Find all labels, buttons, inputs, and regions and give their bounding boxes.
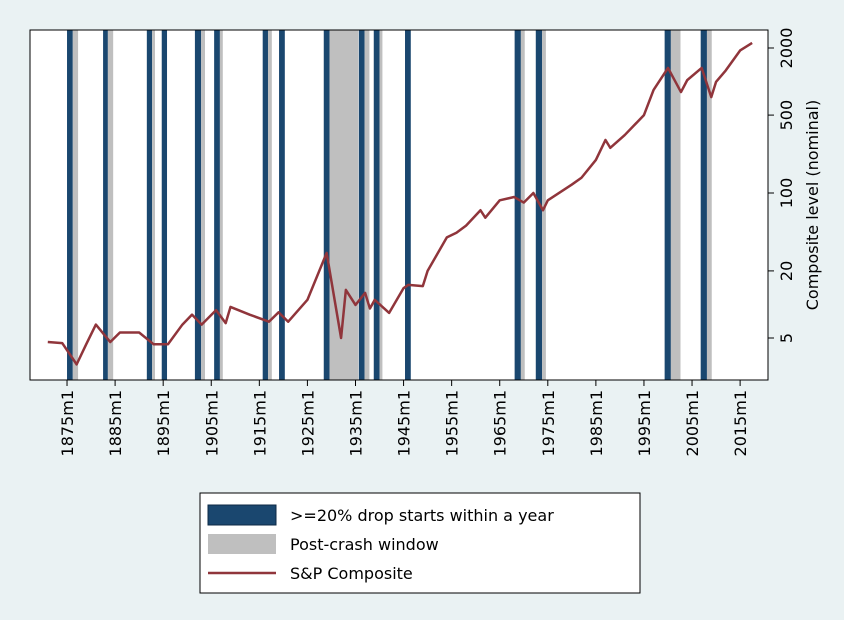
band <box>72 30 79 380</box>
x-tick-label: 1885m1 <box>106 390 125 456</box>
y-tick-label: 2000 <box>777 28 796 69</box>
x-tick-label: 1875m1 <box>58 390 77 456</box>
band <box>520 30 525 380</box>
band <box>214 30 220 380</box>
line <box>47 41 753 366</box>
band <box>358 30 365 380</box>
x-tick-label: 1895m1 <box>154 390 173 456</box>
x-tick-label: 1945m1 <box>395 390 414 456</box>
band <box>670 30 681 380</box>
band <box>103 30 108 380</box>
band <box>405 30 411 380</box>
band <box>364 30 370 380</box>
band <box>379 30 383 380</box>
band <box>262 30 268 380</box>
y-tick-label: 5 <box>777 333 796 343</box>
band <box>329 30 359 380</box>
x-tick-label: 1975m1 <box>539 390 558 456</box>
x-tick-label: 2015m1 <box>731 390 750 456</box>
band <box>201 30 206 380</box>
legend-swatch <box>207 504 277 526</box>
band <box>279 30 285 380</box>
x-tick-label: 1985m1 <box>587 390 606 456</box>
legend-label: >=20% drop starts within a year <box>290 506 554 525</box>
legend-label: S&P Composite <box>290 564 413 583</box>
y-tick-label: 100 <box>777 178 796 209</box>
legend-swatch <box>208 534 276 554</box>
legend-items: >=20% drop starts within a year Post-cras… <box>207 504 554 583</box>
band <box>664 30 671 380</box>
plot-frame <box>29 29 769 381</box>
band <box>146 30 153 380</box>
band <box>514 30 521 380</box>
x-tick-label: 1995m1 <box>635 390 654 456</box>
legend-label: Post-crash window <box>290 535 439 554</box>
x-tick-label: 1955m1 <box>443 390 462 456</box>
y-tick-label: 500 <box>777 100 796 131</box>
band <box>107 30 114 380</box>
x-tick-label: 1965m1 <box>491 390 510 456</box>
band <box>194 30 202 380</box>
band <box>152 30 156 380</box>
band <box>323 30 330 380</box>
x-tick-label: 1905m1 <box>202 390 221 456</box>
x-tick-label: 1935m1 <box>346 390 365 456</box>
band <box>706 30 712 380</box>
band <box>161 30 168 380</box>
x-tick-label: 1925m1 <box>298 390 317 456</box>
bands <box>67 30 712 380</box>
lines <box>47 41 753 366</box>
band <box>373 30 380 380</box>
y-axis-title: Composite level (nominal) <box>803 100 822 310</box>
band <box>219 30 223 380</box>
x-tick-label: 2005m1 <box>683 390 702 456</box>
x-tick-label: 1915m1 <box>250 390 269 456</box>
y-tick-label: 20 <box>777 261 796 281</box>
axes: 1875m1 1885m1 1895m1 1905m1 1915m1 1925m1 1935… <box>58 28 796 457</box>
band <box>700 30 707 380</box>
band <box>542 30 546 380</box>
band <box>67 30 73 380</box>
band <box>267 30 272 380</box>
